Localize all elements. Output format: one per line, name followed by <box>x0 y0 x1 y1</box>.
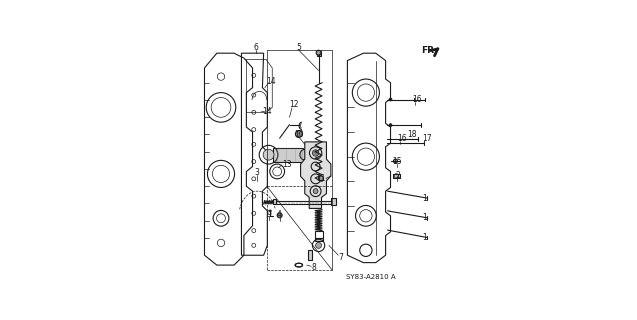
Circle shape <box>277 213 282 218</box>
Text: 4: 4 <box>276 210 282 219</box>
Text: 3: 3 <box>255 168 259 177</box>
Circle shape <box>315 243 322 248</box>
Text: 9: 9 <box>267 210 272 219</box>
Text: 1: 1 <box>422 194 427 203</box>
Text: 14: 14 <box>262 107 271 116</box>
FancyBboxPatch shape <box>273 148 303 162</box>
FancyBboxPatch shape <box>273 199 276 204</box>
Text: SY83-A2810 A: SY83-A2810 A <box>346 274 396 280</box>
Text: 13: 13 <box>282 160 291 169</box>
Circle shape <box>263 149 274 160</box>
Circle shape <box>296 131 303 138</box>
Text: 14: 14 <box>266 77 276 86</box>
Polygon shape <box>301 142 331 208</box>
Text: FR.: FR. <box>421 46 438 55</box>
Circle shape <box>300 149 311 160</box>
Circle shape <box>316 50 321 55</box>
Text: 16: 16 <box>412 95 422 105</box>
FancyBboxPatch shape <box>393 174 400 178</box>
Circle shape <box>389 98 392 101</box>
FancyBboxPatch shape <box>308 250 312 260</box>
Circle shape <box>318 176 324 181</box>
Text: 5: 5 <box>296 43 301 52</box>
Circle shape <box>389 124 392 127</box>
Text: 10: 10 <box>294 130 304 139</box>
Circle shape <box>312 150 319 156</box>
Text: 11: 11 <box>317 174 326 183</box>
Text: 18: 18 <box>408 130 417 139</box>
Text: 16: 16 <box>397 134 407 143</box>
FancyBboxPatch shape <box>315 238 322 241</box>
Text: 7: 7 <box>338 253 343 262</box>
FancyBboxPatch shape <box>315 231 322 238</box>
Text: 6: 6 <box>254 43 259 52</box>
Text: 8: 8 <box>311 263 316 272</box>
Text: 12: 12 <box>289 100 299 109</box>
FancyBboxPatch shape <box>303 150 308 160</box>
Circle shape <box>269 210 271 212</box>
Text: 2: 2 <box>395 172 400 180</box>
FancyBboxPatch shape <box>317 51 320 56</box>
Circle shape <box>394 159 397 163</box>
Circle shape <box>313 189 318 194</box>
FancyBboxPatch shape <box>331 198 336 205</box>
Text: 1: 1 <box>422 213 427 222</box>
Text: 15: 15 <box>392 156 402 166</box>
Text: 1: 1 <box>422 233 427 242</box>
Text: 17: 17 <box>422 134 432 143</box>
